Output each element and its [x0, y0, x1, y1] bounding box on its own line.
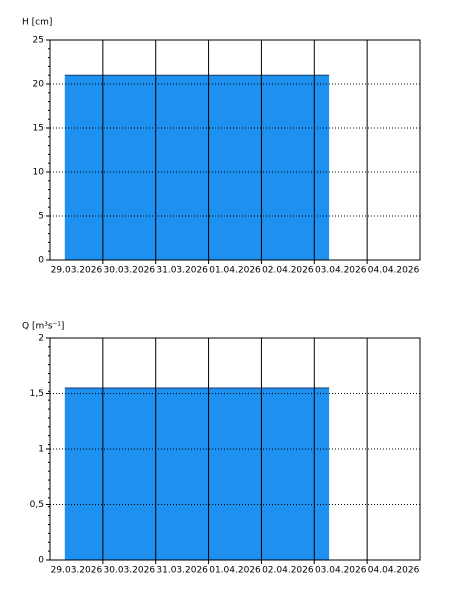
area-segment	[208, 387, 262, 560]
x-tick-label: 03.04.2026	[315, 266, 367, 276]
x-tick-label: 29.03.2026	[51, 266, 103, 276]
y-tick-label: 25	[33, 36, 44, 46]
x-tick-label: 01.04.2026	[209, 266, 261, 276]
area-segment	[64, 75, 103, 260]
plot-frame	[49, 39, 421, 261]
x-tick-label: 29.03.2026	[51, 566, 103, 576]
y-tick-label: 5	[38, 212, 44, 222]
area-segment	[208, 75, 262, 260]
y-tick-label: 20	[33, 80, 45, 90]
x-tick-label: 03.04.2026	[315, 566, 367, 576]
area-segment	[314, 75, 330, 260]
y-tick-label: 10	[33, 168, 45, 178]
x-tick-label: 02.04.2026	[262, 266, 314, 276]
area-segment	[261, 387, 315, 560]
area-segment	[155, 387, 209, 560]
area-segment	[155, 75, 209, 260]
y-tick-label: 0	[38, 556, 44, 566]
plot-frame	[49, 337, 421, 561]
x-tick-label: 31.03.2026	[156, 266, 208, 276]
x-tick-label: 30.03.2026	[104, 566, 156, 576]
y-axis-title: H [cm]	[22, 18, 52, 28]
area-segment	[64, 387, 103, 560]
x-tick-label: 04.04.2026	[368, 566, 420, 576]
x-tick-label: 31.03.2026	[156, 566, 208, 576]
x-tick-label: 30.03.2026	[104, 266, 156, 276]
y-tick-label: 1,5	[30, 389, 44, 399]
area-segment	[102, 75, 156, 260]
x-tick-label: 02.04.2026	[262, 566, 314, 576]
y-tick-label: 0	[38, 256, 44, 266]
y-tick-label: 1	[38, 445, 44, 455]
y-axis-title: Q [m³s⁻¹]	[22, 322, 64, 332]
x-tick-label: 04.04.2026	[368, 266, 420, 276]
y-tick-label: 2	[38, 334, 44, 344]
area-segment	[261, 75, 315, 260]
y-tick-label: 15	[33, 124, 44, 134]
area-segment	[102, 387, 156, 560]
y-tick-label: 0,5	[30, 500, 44, 510]
area-segment	[314, 387, 330, 560]
x-tick-label: 01.04.2026	[209, 566, 261, 576]
